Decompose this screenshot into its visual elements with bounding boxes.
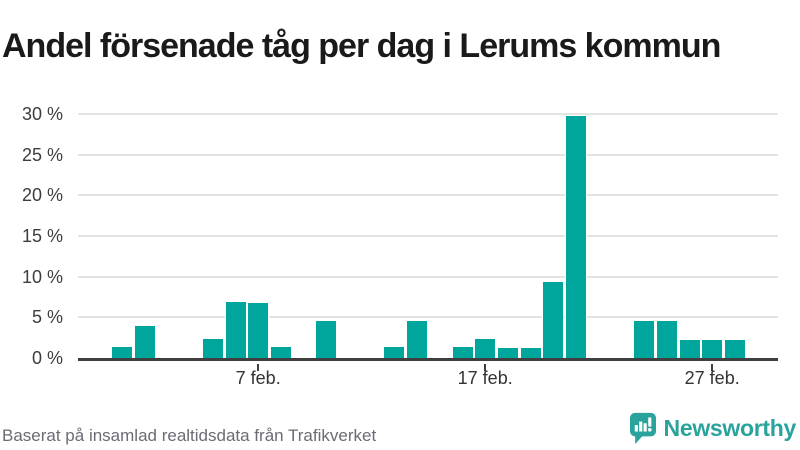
x-tick-7: [257, 364, 260, 371]
page-title: Andel försenade tåg per dag i Lerums kom…: [2, 26, 721, 65]
bar-2-feb: [133, 326, 156, 358]
y-tick-label-0: 0 %: [31, 348, 63, 368]
x-axis-line: [78, 358, 778, 361]
source-note: Baserat på insamlad realtidsdata från Tr…: [2, 426, 377, 445]
bar-28-feb: [723, 340, 746, 358]
y-tick-label-20: 20 %: [21, 185, 63, 206]
bar-27-feb: [701, 340, 724, 358]
y-tick-label-5: 5 %: [31, 307, 63, 328]
gridline-30-percent: [78, 113, 778, 115]
bar-5-feb: [201, 339, 224, 358]
bar-21-feb: [565, 115, 587, 358]
newsworthy-logo: Newsworthy: [629, 412, 796, 445]
x-tick-label-17: 17 feb.: [457, 368, 513, 388]
bar-18-feb: [496, 348, 519, 358]
y-tick-label-15: 15 %: [21, 226, 63, 246]
x-tick-17: [484, 364, 487, 371]
y-tick-label-10: 10 %: [21, 266, 63, 287]
bar-25-feb: [655, 321, 678, 358]
bar-1-feb: [111, 347, 133, 358]
bar-6-feb: [224, 301, 247, 358]
bar-17-feb: [474, 339, 497, 358]
x-tick-27: [711, 364, 714, 371]
gridline-10-percent: [78, 275, 778, 278]
bar-10-feb: [315, 321, 338, 358]
bar-13-feb: [383, 347, 406, 358]
bar-19-feb: [519, 348, 542, 358]
gridline-15-percent: [78, 235, 778, 237]
x-tick-label-27: 27 feb.: [684, 368, 740, 388]
gridline-5-percent: [78, 316, 778, 319]
newsworthy-chart-bubble-icon: [629, 412, 657, 445]
gridline-25-percent: [78, 153, 778, 156]
y-tick-label-30: 30 %: [21, 104, 63, 124]
x-tick-label-7: 7 feb.: [235, 368, 281, 388]
y-tick-label-25: 25 %: [21, 144, 63, 165]
bar-7-feb: [247, 302, 270, 358]
bar-14-feb: [406, 321, 429, 358]
bar-chart-plot-area: [78, 98, 778, 371]
bar-26-feb: [678, 340, 701, 358]
bar-24-feb: [633, 321, 656, 358]
gridline-20-percent: [78, 194, 778, 197]
bar-8-feb: [269, 346, 292, 358]
bar-20-feb: [542, 281, 565, 358]
bar-16-feb: [451, 346, 474, 358]
newsworthy-wordmark: Newsworthy: [663, 415, 797, 441]
